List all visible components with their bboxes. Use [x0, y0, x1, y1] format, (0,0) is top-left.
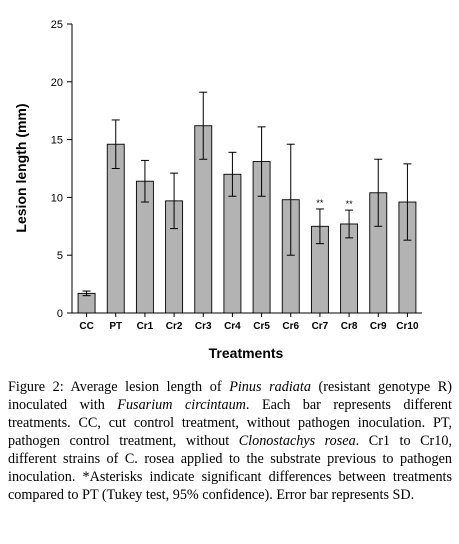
x-tick-label: Cr9: [370, 321, 387, 332]
bar: [106, 143, 125, 314]
x-tick-label: Cr2: [166, 321, 183, 332]
caption-text-segment: (resistant genotype R) inoculated with: [8, 379, 452, 413]
significance-marker: **: [316, 198, 324, 208]
plot-area: 0 5 10 15 20 25 CC PT Cr1 Cr2 Cr3 Cr4 Cr5 Cr6 Cr7 ** Cr8…: [51, 19, 422, 332]
caption-italic-text: Pinus radiata: [229, 379, 311, 395]
bar-chart: 0 5 10 15 20 25 CC PT Cr1 Cr2 Cr3 Cr4 Cr5 Cr6 Cr7 ** Cr8…: [13, 19, 422, 361]
y-tick-label: 10: [51, 192, 63, 204]
x-tick-label: Cr4: [224, 321, 241, 332]
caption-text-segment: Average lesion length of: [63, 379, 230, 395]
x-tick-label: Cr7: [312, 321, 329, 332]
caption-text-segment: . Cr1 to Cr10, different strains of C. r…: [8, 433, 452, 503]
y-tick-label: 5: [57, 250, 63, 262]
caption-text: Average lesion length of Pinus radiata (…: [8, 379, 452, 503]
caption-text-segment: . Each bar represents different treatmen…: [8, 397, 452, 449]
x-tick-label: Cr10: [396, 321, 419, 332]
x-tick-label: Cr3: [195, 321, 212, 332]
x-tick-label: Cr6: [282, 321, 299, 332]
y-axis-title: Lesion length (mm): [13, 103, 29, 232]
x-tick-label: Cr5: [253, 321, 270, 332]
y-tick-label: 20: [51, 77, 63, 89]
x-axis-title: Treatments: [209, 345, 284, 361]
significance-marker: **: [346, 199, 354, 209]
caption-italic-text: Clonostachys rosea: [238, 433, 356, 449]
x-tick-label: Cr1: [137, 321, 154, 332]
x-tick-label: CC: [79, 321, 93, 332]
y-tick-label: 0: [57, 308, 63, 320]
bar: [77, 292, 96, 314]
figure-label: Figure 2:: [8, 379, 64, 395]
x-tick-label: Cr8: [341, 321, 358, 332]
y-tick-label: 25: [51, 19, 63, 31]
caption-italic-text: Fusarium circintaum: [117, 397, 246, 413]
figure-caption: Figure 2: Average lesion length of Pinus…: [8, 378, 452, 504]
y-tick-label: 15: [51, 135, 63, 147]
x-tick-label: PT: [109, 321, 122, 332]
